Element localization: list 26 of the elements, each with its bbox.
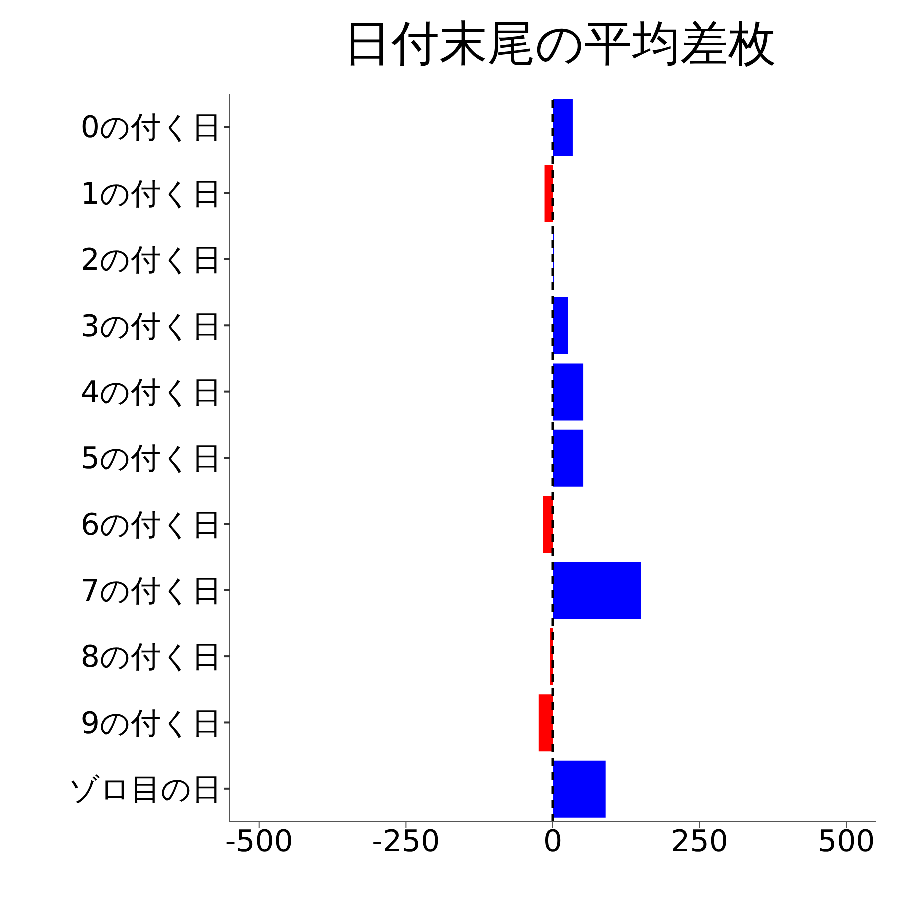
bar: [553, 364, 584, 421]
bar: [544, 165, 553, 222]
bar: [553, 562, 642, 620]
y-tick-label: 4の付く日: [80, 375, 222, 410]
x-tick-label: -500: [225, 824, 294, 860]
bar: [543, 496, 553, 554]
bar: [553, 430, 584, 487]
bar: [553, 760, 606, 818]
y-tick-label: 7の付く日: [80, 574, 222, 610]
chart-title: 日付末尾の平均差枚: [342, 15, 778, 74]
x-tick-label: 0: [543, 824, 563, 860]
y-tick-label: 2の付く日: [80, 243, 222, 278]
x-tick-label: 250: [671, 824, 728, 860]
y-tick-label: 3の付く日: [80, 309, 222, 344]
y-tick-label: 1の付く日: [80, 176, 222, 212]
bar: [553, 99, 573, 156]
y-tick-label: 9の付く日: [80, 706, 222, 742]
y-tick-label: 0の付く日: [80, 110, 222, 146]
y-tick-label: 5の付く日: [80, 442, 222, 477]
bar: [538, 694, 553, 752]
x-tick-label: 500: [818, 824, 876, 860]
y-tick-label: ゾロ目の日: [69, 772, 222, 808]
x-tick-label: -250: [372, 824, 440, 860]
y-tick-label: 8の付く日: [80, 640, 222, 676]
bar: [553, 298, 568, 355]
y-tick-label: 6の付く日: [80, 508, 222, 543]
